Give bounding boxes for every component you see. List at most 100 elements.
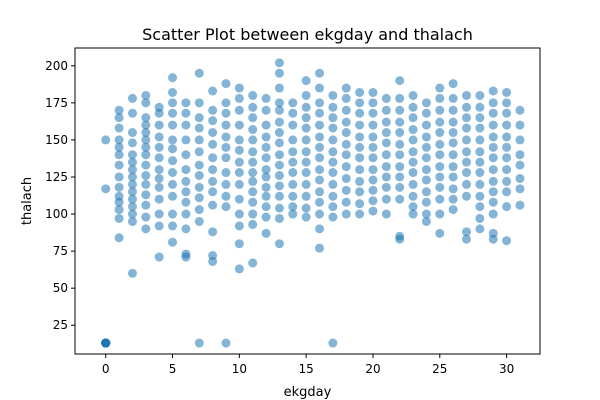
data-point bbox=[274, 171, 284, 180]
data-point bbox=[221, 120, 231, 130]
data-point bbox=[154, 108, 164, 118]
data-point bbox=[381, 182, 391, 192]
data-point bbox=[408, 135, 418, 145]
data-point bbox=[114, 113, 124, 123]
data-point bbox=[315, 209, 325, 219]
data-point bbox=[368, 153, 378, 163]
data-point bbox=[208, 116, 218, 126]
data-point bbox=[448, 150, 458, 160]
data-point bbox=[234, 83, 244, 93]
data-point bbox=[328, 123, 338, 133]
data-point bbox=[168, 237, 178, 247]
data-point bbox=[488, 165, 498, 175]
data-point bbox=[448, 93, 458, 103]
data-point bbox=[248, 90, 258, 100]
data-point bbox=[274, 160, 284, 170]
data-point bbox=[234, 239, 244, 249]
data-point bbox=[234, 93, 244, 103]
data-point bbox=[274, 83, 284, 93]
data-point bbox=[448, 194, 458, 204]
data-point bbox=[368, 98, 378, 108]
data-point bbox=[114, 233, 124, 243]
data-point bbox=[355, 98, 365, 108]
data-point bbox=[154, 252, 164, 262]
data-point bbox=[502, 187, 512, 197]
data-point bbox=[221, 142, 231, 152]
data-point bbox=[381, 150, 391, 160]
data-point bbox=[462, 147, 472, 157]
data-point bbox=[462, 157, 472, 167]
data-point bbox=[208, 176, 218, 186]
data-point bbox=[341, 162, 351, 172]
data-point bbox=[248, 135, 258, 145]
data-point bbox=[355, 132, 365, 142]
data-point bbox=[421, 132, 431, 142]
data-point bbox=[408, 168, 418, 178]
data-point bbox=[341, 139, 351, 149]
data-point bbox=[234, 264, 244, 274]
data-point bbox=[475, 123, 485, 133]
data-point bbox=[488, 197, 498, 207]
data-point bbox=[127, 157, 137, 167]
data-point bbox=[368, 120, 378, 130]
data-point bbox=[208, 187, 218, 197]
data-point bbox=[488, 176, 498, 186]
data-point bbox=[274, 213, 284, 223]
data-point bbox=[421, 197, 431, 207]
data-point bbox=[502, 98, 512, 108]
data-point bbox=[315, 132, 325, 142]
data-point bbox=[341, 209, 351, 219]
data-point bbox=[127, 187, 137, 197]
data-point bbox=[328, 212, 338, 222]
data-point bbox=[408, 202, 418, 212]
data-point bbox=[221, 179, 231, 189]
data-point bbox=[515, 150, 525, 160]
data-point bbox=[301, 157, 311, 167]
data-point bbox=[181, 108, 191, 118]
data-point bbox=[315, 120, 325, 130]
data-point bbox=[515, 135, 525, 145]
data-point bbox=[515, 173, 525, 183]
data-point bbox=[261, 132, 271, 142]
data-point bbox=[448, 205, 458, 215]
data-point bbox=[341, 128, 351, 138]
data-point bbox=[475, 224, 485, 234]
data-point bbox=[475, 191, 485, 201]
data-point bbox=[355, 209, 365, 219]
data-point bbox=[234, 135, 244, 145]
data-point bbox=[154, 209, 164, 219]
data-point bbox=[114, 135, 124, 145]
data-point bbox=[301, 90, 311, 100]
chart-title: Scatter Plot between ekgday and thalach bbox=[142, 25, 473, 44]
data-point bbox=[488, 86, 498, 96]
data-point bbox=[221, 168, 231, 178]
data-point bbox=[381, 172, 391, 182]
data-point bbox=[208, 128, 218, 138]
data-point bbox=[194, 113, 204, 123]
data-point bbox=[488, 98, 498, 108]
data-point bbox=[248, 187, 258, 197]
data-point bbox=[448, 172, 458, 182]
data-point bbox=[475, 102, 485, 112]
data-point bbox=[462, 102, 472, 112]
data-point bbox=[488, 153, 498, 163]
data-point bbox=[462, 168, 472, 178]
data-point bbox=[355, 120, 365, 130]
data-point bbox=[435, 105, 445, 115]
data-point bbox=[355, 142, 365, 152]
data-point bbox=[168, 221, 178, 231]
data-point bbox=[421, 216, 431, 226]
plot-frame bbox=[74, 47, 541, 355]
data-point bbox=[114, 205, 124, 215]
data-point bbox=[248, 209, 258, 219]
data-point bbox=[221, 98, 231, 108]
data-point bbox=[341, 185, 351, 195]
data-point bbox=[168, 120, 178, 130]
data-point bbox=[421, 165, 431, 175]
data-point bbox=[462, 123, 472, 133]
x-axis-ticks: 0 5 10 15 20 25 30 bbox=[102, 354, 514, 376]
data-point bbox=[101, 135, 111, 145]
data-point bbox=[515, 120, 525, 130]
data-point bbox=[154, 132, 164, 142]
